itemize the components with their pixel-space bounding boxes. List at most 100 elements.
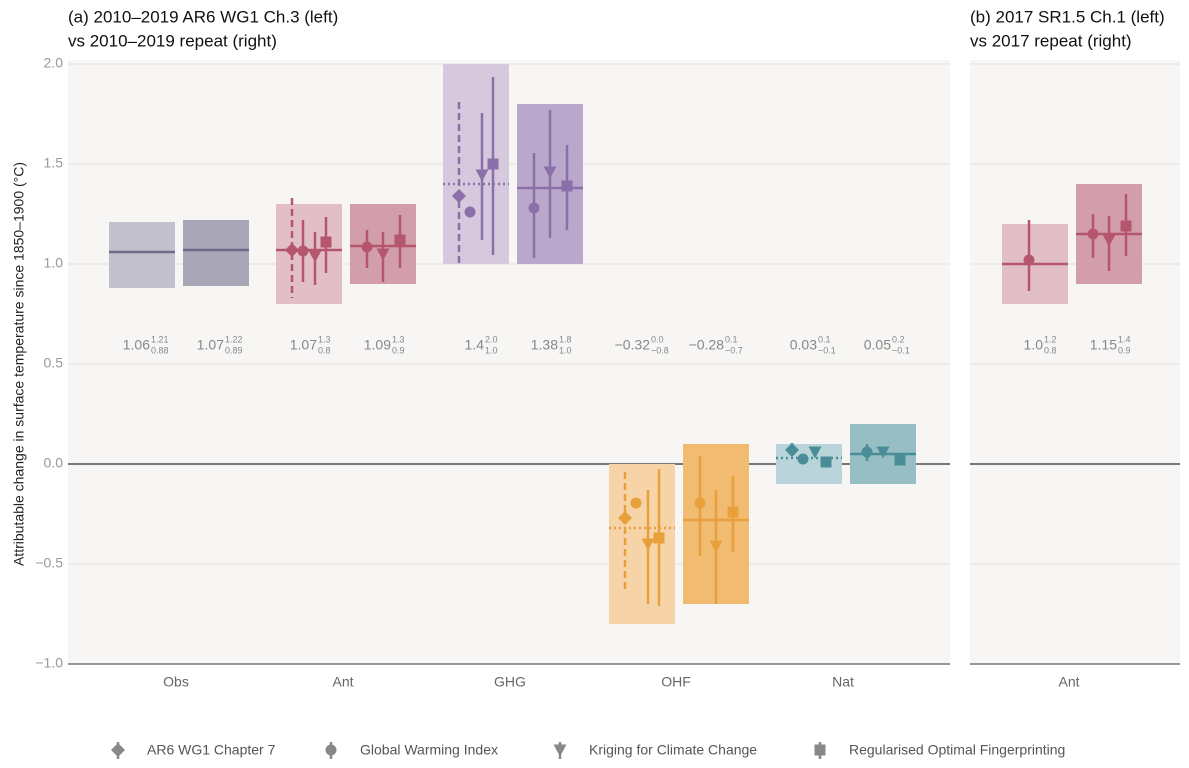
- value-label: 1.07: [290, 337, 317, 353]
- value-label: 1.07: [197, 337, 224, 353]
- low-label: −0.7: [725, 345, 743, 355]
- panel-title: vs 2010–2019 repeat (right): [68, 31, 277, 50]
- y-axis-label: Attributable change in surface temperatu…: [11, 162, 27, 566]
- high-label: 1.21: [151, 334, 169, 344]
- value-label: −0.32: [615, 337, 651, 353]
- estimate-marker: [709, 540, 723, 553]
- high-label: 1.22: [225, 334, 243, 344]
- legend-label: Kriging for Climate Change: [589, 742, 757, 758]
- y-tick-label: 2.0: [44, 55, 64, 71]
- range-box: [183, 220, 249, 286]
- panel-title: (b) 2017 SR1.5 Ch.1 (left): [970, 7, 1165, 26]
- panel-background: [970, 60, 1180, 664]
- legend-marker: [553, 744, 567, 757]
- legend-marker: [325, 744, 337, 756]
- value-label: 1.09: [364, 337, 391, 353]
- panel-title: (a) 2010–2019 AR6 WG1 Ch.3 (left): [68, 7, 338, 26]
- low-label: −0.8: [651, 345, 669, 355]
- low-label: −0.1: [818, 345, 836, 355]
- range-box: [109, 222, 175, 288]
- high-label: 0.1: [725, 334, 738, 344]
- estimate-marker: [1023, 254, 1035, 266]
- range-box: [443, 64, 509, 264]
- high-label: 1.8: [559, 334, 572, 344]
- legend-marker: [814, 744, 826, 756]
- value-label: 1.06: [123, 337, 150, 353]
- estimate-marker: [876, 446, 890, 459]
- estimate-marker: [487, 158, 499, 170]
- value-label: 1.38: [531, 337, 558, 353]
- high-label: 0.1: [818, 334, 831, 344]
- y-tick-label: −0.5: [35, 555, 63, 571]
- estimate-marker: [808, 446, 822, 459]
- estimate-marker: [1102, 234, 1116, 247]
- estimate-marker: [641, 538, 655, 551]
- legend-label: Regularised Optimal Fingerprinting: [849, 742, 1065, 758]
- value-label: 1.0: [1024, 337, 1044, 353]
- estimate-marker: [894, 454, 906, 466]
- estimate-marker: [528, 202, 540, 214]
- value-label: 1.15: [1090, 337, 1117, 353]
- panel-title: vs 2017 repeat (right): [970, 31, 1132, 50]
- y-tick-label: 1.0: [44, 255, 64, 271]
- estimate-marker: [308, 250, 322, 263]
- y-tick-label: 0.0: [44, 455, 64, 471]
- x-tick-label: Ant: [1058, 674, 1079, 690]
- y-tick-label: 1.5: [44, 155, 64, 171]
- y-tick-label: 0.5: [44, 355, 64, 371]
- legend-label: Global Warming Index: [360, 742, 498, 758]
- low-label: 0.89: [225, 345, 243, 355]
- estimate-marker: [543, 166, 557, 179]
- range-box: [609, 464, 675, 624]
- estimate-marker: [394, 234, 406, 246]
- estimate-marker: [561, 180, 573, 192]
- high-label: 1.4: [1118, 334, 1131, 344]
- estimate-marker: [285, 243, 299, 257]
- value-label: 0.05: [864, 337, 891, 353]
- high-label: 0.2: [892, 334, 905, 344]
- high-label: 1.2: [1044, 334, 1057, 344]
- value-label: −0.28: [689, 337, 725, 353]
- estimate-marker: [618, 511, 632, 525]
- high-label: 1.3: [318, 334, 331, 344]
- estimate-marker: [297, 245, 309, 257]
- estimate-marker: [1120, 220, 1132, 232]
- legend-marker: [111, 743, 125, 757]
- estimate-marker: [727, 506, 739, 518]
- legend-label: AR6 WG1 Chapter 7: [147, 742, 276, 758]
- estimate-marker: [861, 446, 873, 458]
- value-label: 0.03: [790, 337, 817, 353]
- estimate-marker: [653, 532, 665, 544]
- low-label: 0.9: [1118, 345, 1131, 355]
- y-tick-label: −1.0: [35, 655, 63, 671]
- estimate-marker: [361, 241, 373, 253]
- range-box: [276, 204, 342, 304]
- x-tick-label: Obs: [163, 674, 189, 690]
- value-label: 1.4: [465, 337, 485, 353]
- low-label: 0.9: [392, 345, 405, 355]
- estimate-marker: [797, 453, 809, 465]
- x-tick-label: Nat: [832, 674, 854, 690]
- x-tick-label: GHG: [494, 674, 526, 690]
- estimate-marker: [694, 497, 706, 509]
- x-tick-label: OHF: [661, 674, 691, 690]
- estimate-marker: [630, 497, 642, 509]
- low-label: 0.88: [151, 345, 169, 355]
- high-label: 0.0: [651, 334, 664, 344]
- low-label: 1.0: [559, 345, 572, 355]
- high-label: 2.0: [485, 334, 498, 344]
- x-tick-label: Ant: [332, 674, 353, 690]
- estimate-marker: [452, 189, 466, 203]
- estimate-marker: [320, 236, 332, 248]
- low-label: 1.0: [485, 345, 498, 355]
- low-label: 0.8: [1044, 345, 1057, 355]
- estimate-marker: [376, 248, 390, 261]
- high-label: 1.3: [392, 334, 405, 344]
- estimate-marker: [475, 169, 489, 182]
- low-label: −0.1: [892, 345, 910, 355]
- estimate-marker: [1087, 228, 1099, 240]
- low-label: 0.8: [318, 345, 331, 355]
- estimate-marker: [464, 206, 476, 218]
- estimate-marker: [785, 443, 799, 457]
